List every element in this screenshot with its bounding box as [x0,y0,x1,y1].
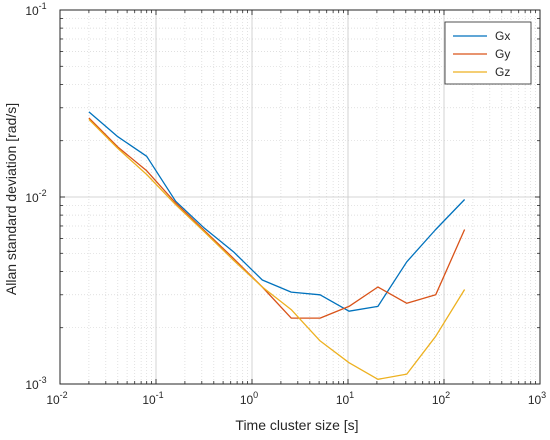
x-tick-label: 103 [528,390,546,407]
legend-label-gx: Gx [495,29,510,43]
x-tick-label: 102 [432,390,450,407]
series-line-gy [88,117,466,319]
y-axis-label: Allan standard deviation [rad/s] [3,103,19,295]
y-tick-labels: 10-3 10-2 10-1 [25,1,46,392]
tick-marks [59,9,541,385]
x-tick-labels: 10-2 10-1 100 101 102 103 [46,390,546,407]
series-line-gz [88,118,466,380]
legend-label-gz: Gz [495,65,510,79]
y-tick-label: 10-1 [25,1,46,18]
x-tick-label: 10-2 [46,390,67,407]
x-axis-label: Time cluster size [s] [235,417,358,433]
series-layer [88,111,466,380]
series-line-gx [88,111,466,312]
y-tick-label: 10-2 [25,188,46,205]
legend-box [444,21,532,85]
x-tick-label: 100 [240,390,258,407]
x-tick-label: 10-1 [142,390,163,407]
legend: Gx Gy Gz [444,21,532,85]
x-tick-label: 101 [336,390,354,407]
y-tick-label: 10-3 [25,375,46,392]
legend-label-gy: Gy [495,47,510,61]
